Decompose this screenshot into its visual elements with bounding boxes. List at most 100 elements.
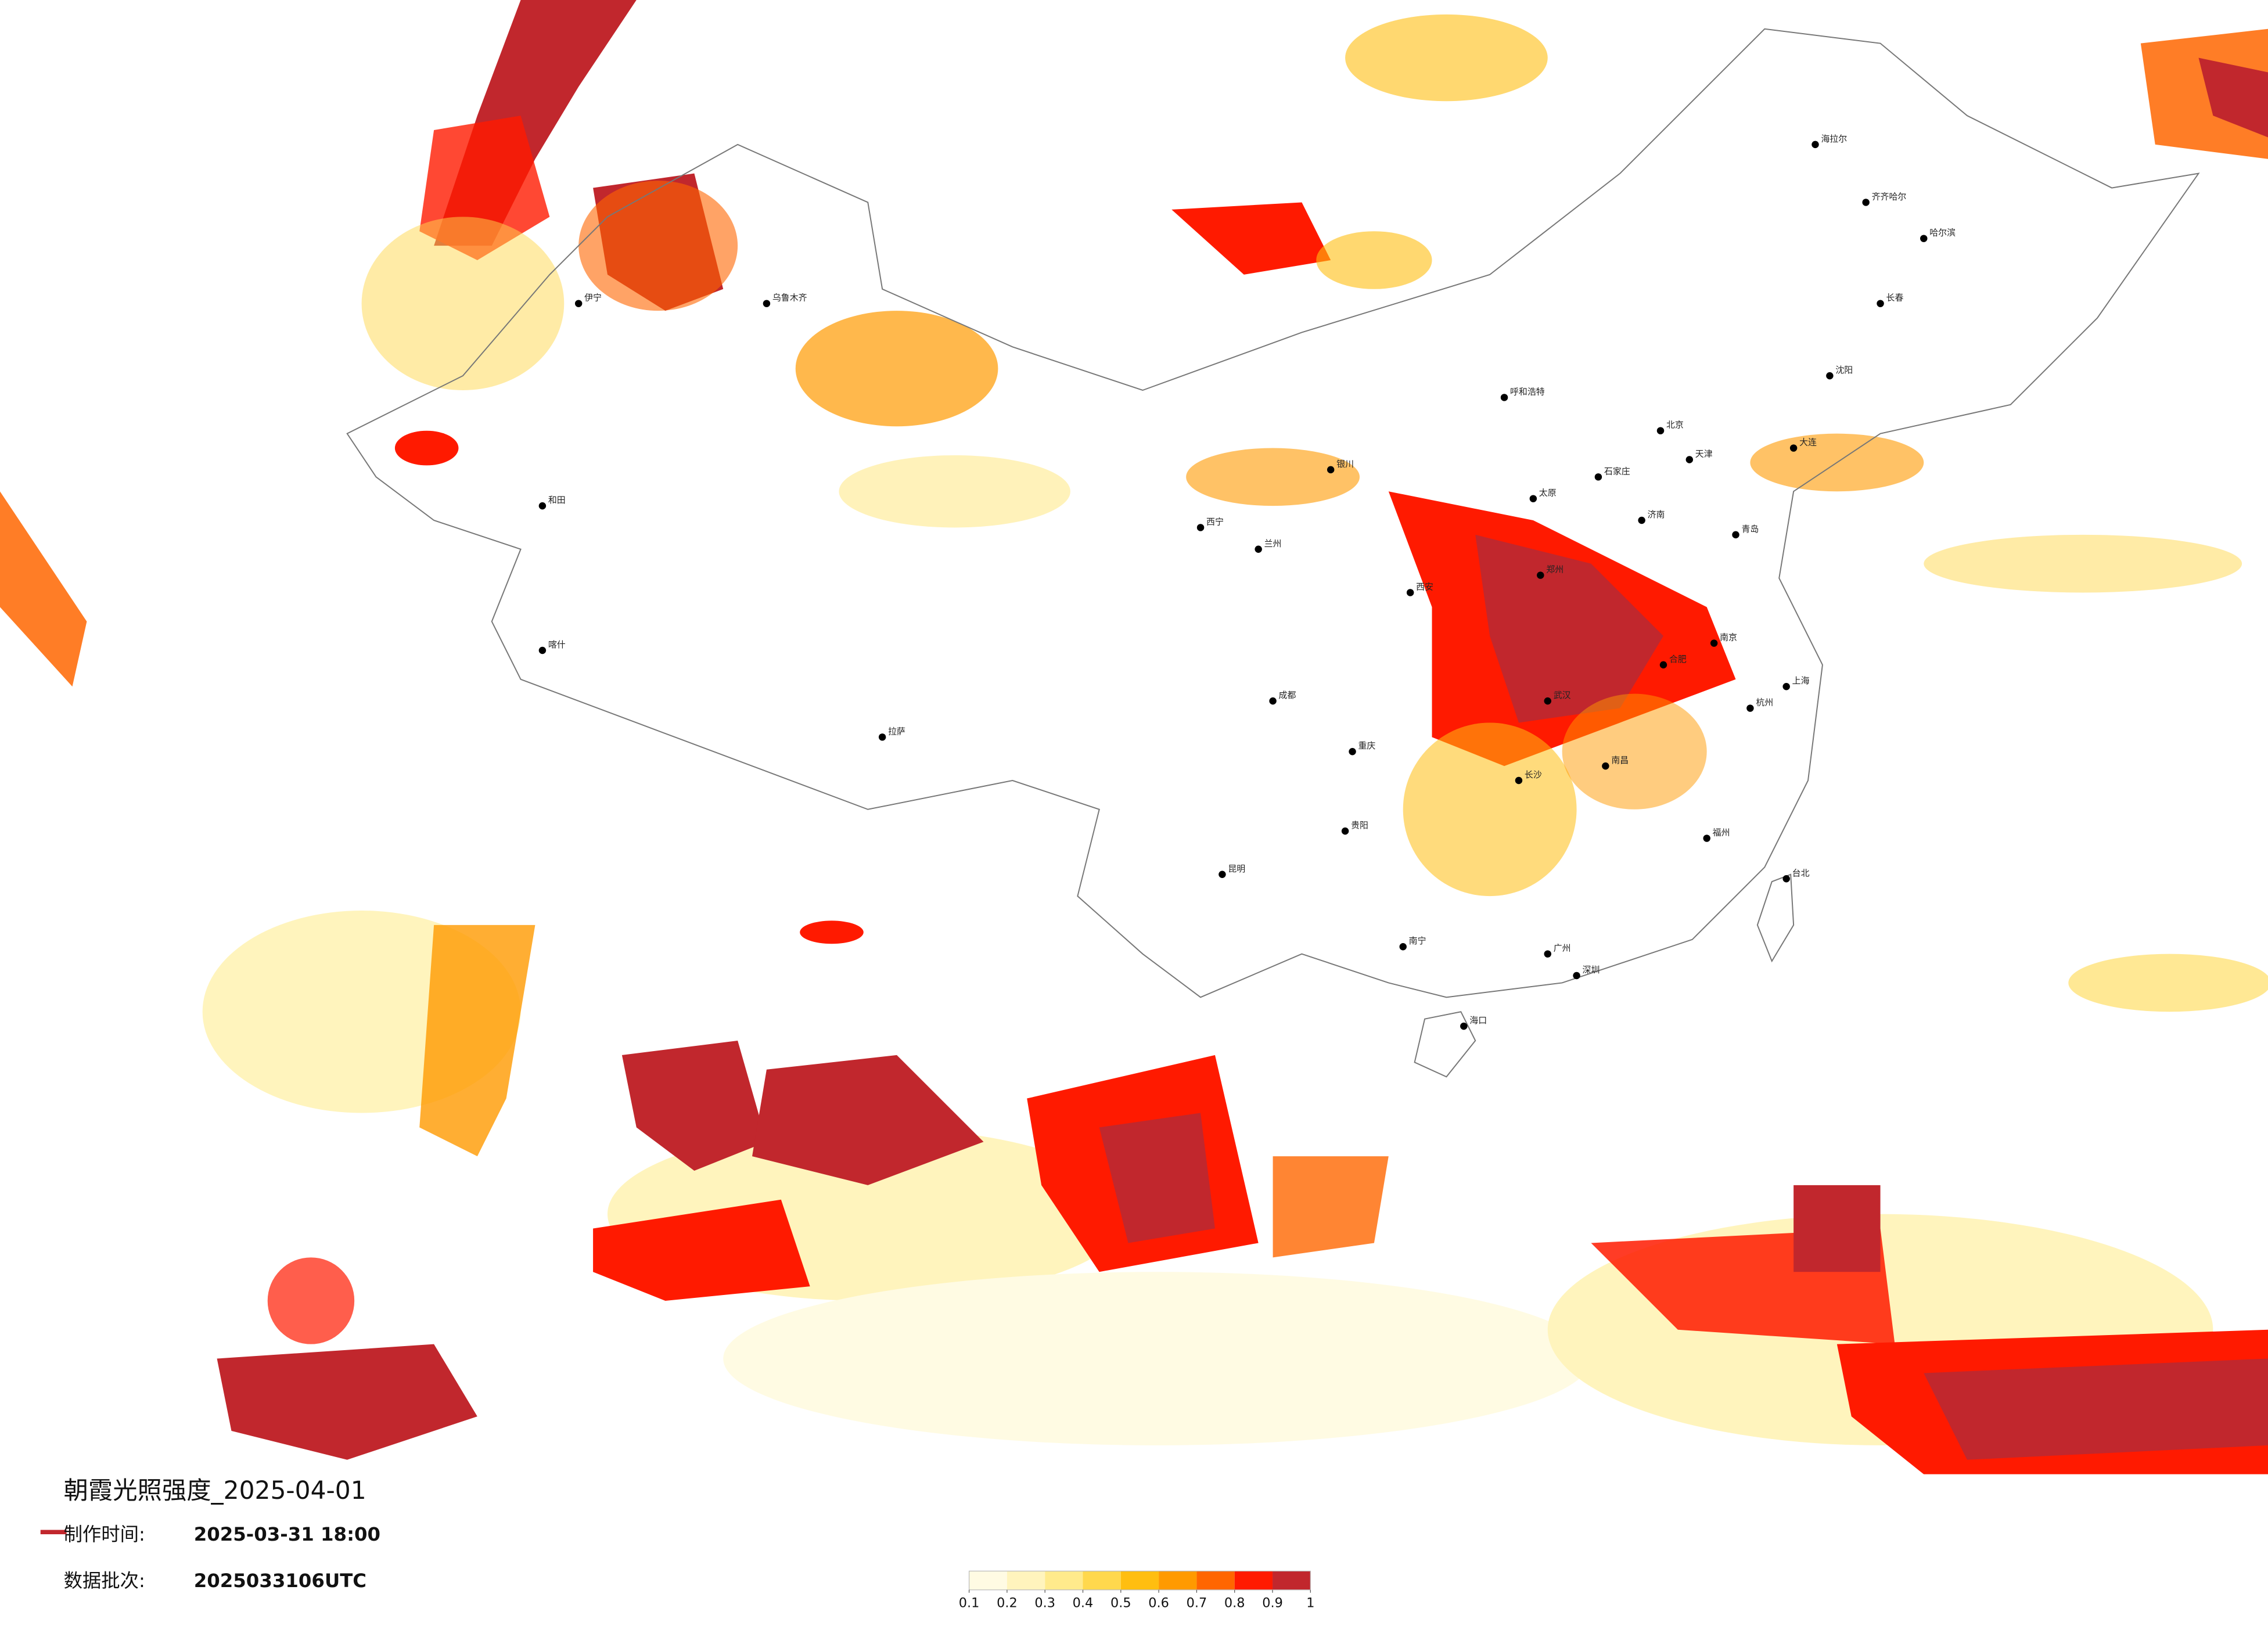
city: 北京 <box>1656 420 1684 434</box>
city-label: 和田 <box>548 495 566 505</box>
colorbar-swatch <box>1273 1571 1311 1590</box>
city: 呼和浩特 <box>1500 386 1545 401</box>
city-label: 银川 <box>1336 459 1354 469</box>
city: 太原 <box>1529 488 1557 502</box>
city: 石家庄 <box>1594 466 1630 481</box>
city: 成都 <box>1269 690 1296 705</box>
city: 海口 <box>1460 1015 1487 1030</box>
heat-field <box>0 0 2268 1474</box>
city: 昆明 <box>1219 864 1245 878</box>
city-label: 青岛 <box>1741 524 1759 534</box>
city: 大连 <box>1789 437 1817 452</box>
city-label: 南宁 <box>1409 936 1426 946</box>
city: 青岛 <box>1732 524 1759 539</box>
city-label: 昆明 <box>1228 864 1245 874</box>
city-label: 济南 <box>1648 509 1665 520</box>
colorbar-swatch <box>1007 1571 1045 1590</box>
country-outline <box>346 28 2200 998</box>
made-label: 制作时间: <box>64 1523 145 1545</box>
colorbar-swatch <box>1083 1571 1121 1590</box>
city-label: 杭州 <box>1756 697 1773 708</box>
city-label: 呼和浩特 <box>1510 386 1545 397</box>
city: 拉萨 <box>878 726 905 741</box>
city: 台北 <box>1782 868 1810 883</box>
city: 和田 <box>538 495 566 510</box>
city: 乌鲁木齐 <box>763 293 807 307</box>
city-label: 乌鲁木齐 <box>772 293 807 303</box>
colorbar: 0.1 0.2 0.3 0.4 0.5 0.6 0.7 0.8 0.9 1 <box>959 1570 1314 1611</box>
island-outline <box>1756 873 1795 963</box>
cities: 北京 天津 上海 广州 深圳 成都 重庆 武汉 西安 郑州 济南 太原 石家庄 … <box>538 134 1956 1030</box>
city-label: 上海 <box>1792 675 1810 686</box>
city: 武汉 <box>1544 690 1571 705</box>
city-label: 西宁 <box>1206 516 1224 527</box>
made-time: 2025-03-31 18:00 <box>194 1523 380 1545</box>
city: 杭州 <box>1746 697 1773 712</box>
city: 南宁 <box>1399 936 1426 951</box>
colorbar-swatch <box>969 1571 1007 1590</box>
city-label: 喀什 <box>548 639 566 650</box>
colorbar-tick-label: 0.9 <box>1262 1596 1283 1611</box>
city: 齐齐哈尔 <box>1862 191 1906 206</box>
colorbar-swatch <box>1159 1571 1197 1590</box>
city-label: 广州 <box>1554 943 1571 954</box>
city-label: 北京 <box>1666 420 1684 430</box>
colorbar-tick-label: 1 <box>1306 1596 1314 1611</box>
city: 哈尔滨 <box>1920 228 1956 242</box>
city-label: 拉萨 <box>888 726 905 736</box>
colorbar-tick-label: 0.5 <box>1110 1596 1131 1611</box>
city-label: 石家庄 <box>1604 466 1630 476</box>
colorbar-tick-label: 0.3 <box>1034 1596 1055 1611</box>
city-label: 太原 <box>1539 488 1557 498</box>
city-label: 沈阳 <box>1835 365 1853 375</box>
city: 天津 <box>1685 448 1713 463</box>
colorbar-swatch <box>1234 1571 1273 1590</box>
colorbar-swatch <box>1120 1571 1159 1590</box>
city-label: 深圳 <box>1583 965 1600 975</box>
city-label: 合肥 <box>1669 654 1687 664</box>
city-label: 台北 <box>1792 868 1810 878</box>
city: 济南 <box>1638 509 1665 524</box>
city: 长春 <box>1877 293 1903 307</box>
city: 喀什 <box>538 639 566 654</box>
island-outline <box>1414 1011 1476 1078</box>
city-label: 重庆 <box>1358 740 1376 751</box>
colorbar-tick-label: 0.7 <box>1187 1596 1207 1611</box>
colorbar-frame <box>968 1570 1311 1591</box>
city: 重庆 <box>1349 740 1376 756</box>
city: 西宁 <box>1196 516 1224 531</box>
city-label: 武汉 <box>1554 690 1571 700</box>
city: 深圳 <box>1573 965 1600 980</box>
city-label: 海拉尔 <box>1821 134 1847 144</box>
city-label: 天津 <box>1695 448 1713 459</box>
colorbar-tick-label: 0.1 <box>959 1596 980 1611</box>
city: 上海 <box>1782 675 1810 690</box>
city-label: 齐齐哈尔 <box>1872 191 1907 202</box>
city-label: 伊宁 <box>584 293 602 303</box>
city-label: 海口 <box>1469 1015 1487 1026</box>
city-label: 贵阳 <box>1351 820 1368 830</box>
city-label: 西安 <box>1416 581 1433 592</box>
colorbar-tick-label: 0.4 <box>1073 1596 1094 1611</box>
city: 广州 <box>1544 943 1571 958</box>
city: 南京 <box>1710 632 1737 647</box>
colorbar-tick-label: 0.8 <box>1224 1596 1245 1611</box>
colorbar-swatch <box>1045 1571 1083 1590</box>
city-label: 长沙 <box>1525 769 1542 780</box>
city-label: 成都 <box>1279 690 1296 700</box>
city: 长沙 <box>1515 769 1542 785</box>
batch-value: 2025033106UTC <box>194 1570 366 1592</box>
batch-label: 数据批次: <box>64 1570 145 1592</box>
city: 西安 <box>1406 581 1433 596</box>
city: 合肥 <box>1659 654 1687 669</box>
city-label: 郑州 <box>1546 564 1563 575</box>
city-label: 福州 <box>1713 828 1730 838</box>
city: 海拉尔 <box>1811 134 1847 149</box>
city-label: 兰州 <box>1264 538 1282 549</box>
city-label: 哈尔滨 <box>1929 228 1956 238</box>
map-title: 朝霞光照强度_2025-04-01 <box>64 1476 366 1505</box>
city-label: 南京 <box>1720 632 1737 643</box>
colorbar-swatch <box>1196 1571 1235 1590</box>
